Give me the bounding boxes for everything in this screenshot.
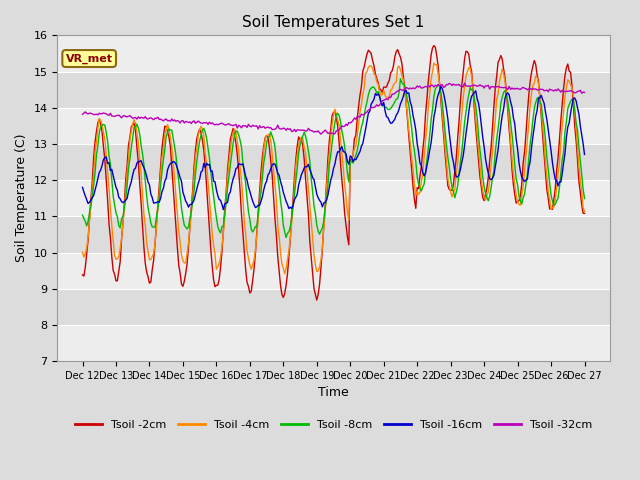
Y-axis label: Soil Temperature (C): Soil Temperature (C) (15, 134, 28, 263)
Line: Tsoil -2cm: Tsoil -2cm (83, 46, 584, 300)
Line: Tsoil -4cm: Tsoil -4cm (83, 63, 584, 274)
Title: Soil Temperatures Set 1: Soil Temperatures Set 1 (243, 15, 425, 30)
Line: Tsoil -8cm: Tsoil -8cm (83, 79, 584, 238)
Bar (58, 252, 610, 288)
Bar (58, 325, 610, 361)
Bar (58, 108, 610, 144)
Bar (58, 180, 610, 216)
Line: Tsoil -32cm: Tsoil -32cm (83, 83, 584, 134)
Line: Tsoil -16cm: Tsoil -16cm (83, 86, 584, 210)
X-axis label: Time: Time (318, 386, 349, 399)
Bar (58, 36, 610, 72)
Text: VR_met: VR_met (66, 53, 113, 64)
Legend: Tsoil -2cm, Tsoil -4cm, Tsoil -8cm, Tsoil -16cm, Tsoil -32cm: Tsoil -2cm, Tsoil -4cm, Tsoil -8cm, Tsoi… (70, 416, 597, 434)
